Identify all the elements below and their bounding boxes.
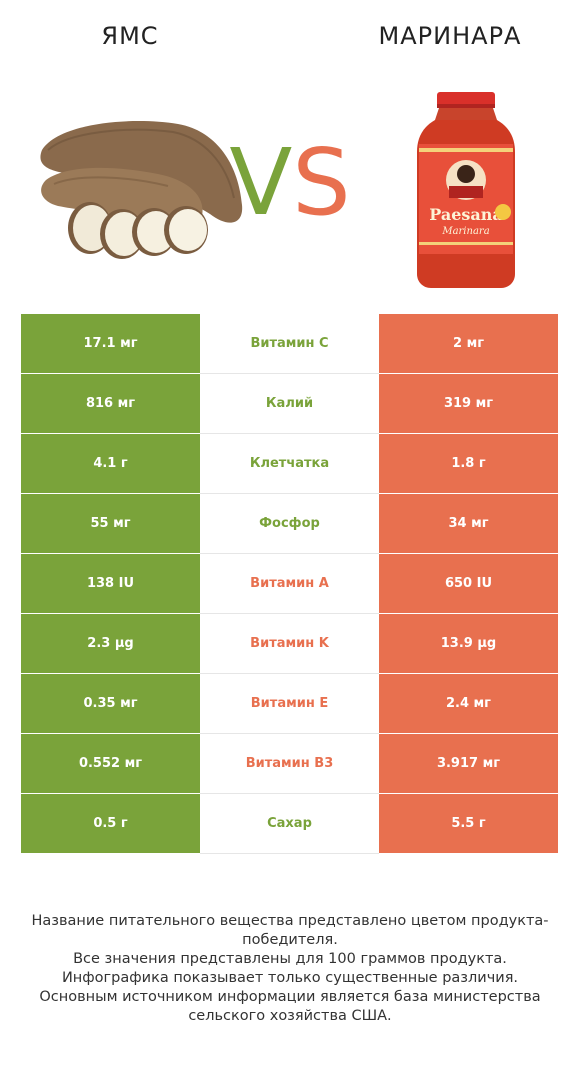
left-value: 4.1 г bbox=[21, 433, 200, 494]
nutrient-name: Клетчатка bbox=[200, 433, 379, 494]
left-value: 0.35 мг bbox=[21, 673, 200, 734]
nutrient-name: Калий bbox=[200, 373, 379, 434]
jar-sub-text: Marinara bbox=[441, 226, 489, 237]
comparison-row: 0.552 мг Витамин B3 3.917 мг bbox=[21, 733, 558, 794]
nutrient-name: Витамин K bbox=[200, 613, 379, 674]
comparison-row: 4.1 г Клетчатка 1.8 г bbox=[21, 433, 558, 494]
left-value: 0.552 мг bbox=[21, 733, 200, 794]
comparison-row: 816 мг Калий 319 мг bbox=[21, 373, 558, 434]
right-value: 13.9 µg bbox=[379, 613, 558, 674]
left-value: 17.1 мг bbox=[21, 314, 200, 374]
left-value: 138 IU bbox=[21, 553, 200, 614]
left-product-title: ЯМС bbox=[101, 22, 159, 50]
right-value: 5.5 г bbox=[379, 793, 558, 854]
nutrient-name: Фосфор bbox=[200, 493, 379, 554]
footer-line-4: Основным источником информации является … bbox=[39, 989, 541, 1024]
left-value: 2.3 µg bbox=[21, 613, 200, 674]
footer-line-1: Название питательного вещества представл… bbox=[31, 913, 549, 948]
right-value: 650 IU bbox=[379, 553, 558, 614]
right-value: 1.8 г bbox=[379, 433, 558, 494]
footer-line-2: Все значения представлены для 100 граммо… bbox=[73, 951, 507, 967]
right-value: 2.4 мг bbox=[379, 673, 558, 734]
vs-v: V bbox=[229, 129, 293, 236]
comparison-row: 55 мг Фосфор 34 мг bbox=[21, 493, 558, 554]
nutrient-name: Сахар bbox=[200, 793, 379, 854]
nutrient-name: Витамин E bbox=[200, 673, 379, 734]
right-product-title: МАРИНАРА bbox=[378, 22, 522, 50]
left-value: 816 мг bbox=[21, 373, 200, 434]
comparison-row: 0.5 г Сахар 5.5 г bbox=[21, 793, 558, 854]
nutrient-name: Витамин B3 bbox=[200, 733, 379, 794]
right-value: 2 мг bbox=[379, 314, 558, 374]
comparison-row: 0.35 мг Витамин E 2.4 мг bbox=[21, 673, 558, 734]
footer-notes: Название питательного вещества представл… bbox=[20, 912, 560, 1026]
marinara-jar-image: Paesana Marinara bbox=[417, 92, 515, 288]
vs-s: S bbox=[292, 129, 351, 236]
right-value: 34 мг bbox=[379, 493, 558, 554]
left-value: 0.5 г bbox=[21, 793, 200, 854]
comparison-row: 2.3 µg Витамин K 13.9 µg bbox=[21, 613, 558, 674]
nutrient-name: Витамин A bbox=[200, 553, 379, 614]
left-value: 55 мг bbox=[21, 493, 200, 554]
footer-line-3: Инфографика показывает только существенн… bbox=[61, 970, 519, 986]
right-value: 319 мг bbox=[379, 373, 558, 434]
vs-label: VS bbox=[222, 128, 358, 238]
right-value: 3.917 мг bbox=[379, 733, 558, 794]
jar-brand-text: Paesana bbox=[429, 205, 503, 224]
yam-image bbox=[40, 121, 243, 259]
nutrient-name: Витамин C bbox=[200, 314, 379, 374]
comparison-row: 138 IU Витамин A 650 IU bbox=[21, 553, 558, 614]
